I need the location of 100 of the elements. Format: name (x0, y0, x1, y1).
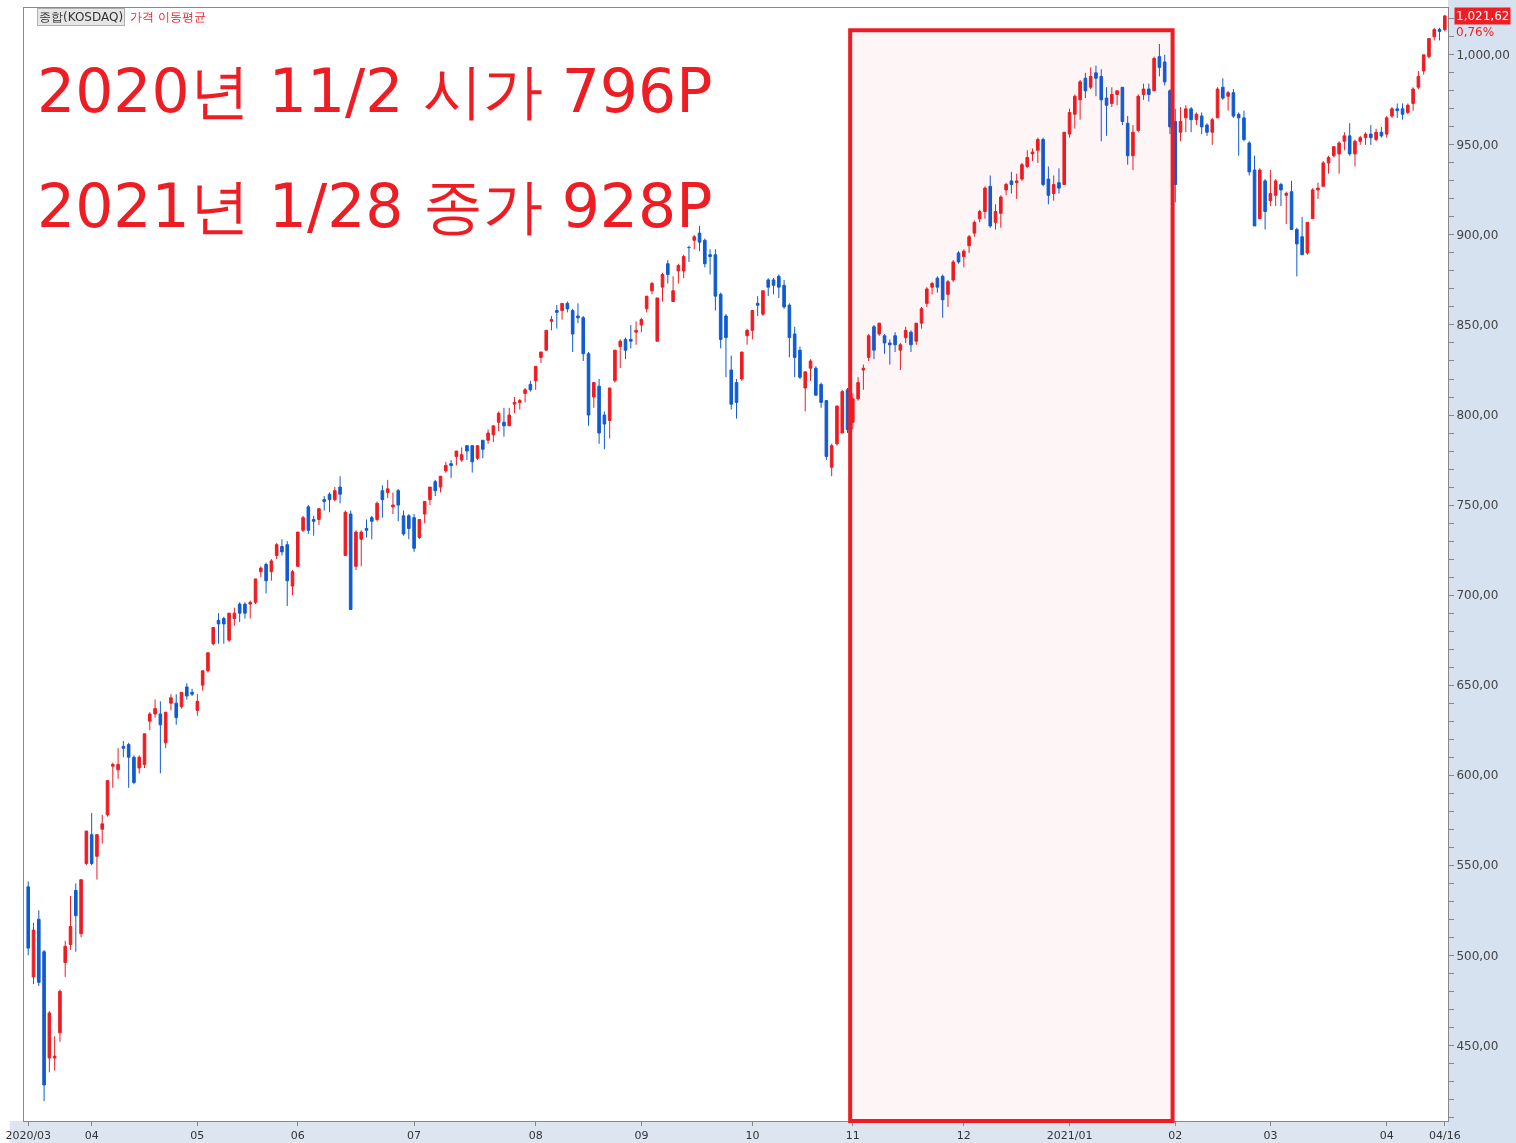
candlestick (89, 812, 94, 866)
candlestick (660, 272, 665, 303)
candlestick (444, 461, 448, 474)
candlestick (1189, 106, 1193, 133)
candlestick (174, 693, 179, 726)
candlestick (1162, 54, 1167, 86)
candlestick (52, 1035, 57, 1072)
candlestick (729, 355, 734, 411)
candlestick (539, 351, 543, 364)
candlestick (100, 814, 105, 845)
candlestick (740, 351, 744, 382)
candlestick (507, 407, 512, 427)
candlestick (1347, 122, 1352, 157)
candlestick (999, 194, 1003, 229)
candlestick (639, 317, 644, 333)
candlestick (311, 515, 316, 537)
x-tick-label: 09 (634, 1129, 649, 1143)
candlestick (264, 562, 268, 594)
y-tick-label: 850,00 (1456, 318, 1499, 333)
candlestick (1231, 88, 1236, 119)
candlestick (327, 491, 332, 513)
candlestick (946, 279, 950, 308)
candlestick (1321, 160, 1326, 187)
candlestick (1411, 86, 1415, 112)
candlestick (1390, 106, 1394, 119)
candlestick (1009, 171, 1014, 194)
candlestick (1437, 27, 1442, 41)
candlestick (222, 616, 226, 645)
candlestick (1125, 115, 1130, 166)
chart-subtitle: 가격 이동평균 (130, 10, 206, 24)
candlestick (877, 322, 882, 337)
candlestick (909, 329, 913, 353)
candlestick (1036, 137, 1040, 164)
candlestick (565, 301, 570, 313)
candlestick (428, 486, 432, 506)
candlestick (549, 315, 554, 331)
candlestick (370, 515, 374, 540)
y-tick-label: 500,00 (1456, 948, 1499, 963)
candlestick (666, 259, 670, 285)
candlestick (629, 324, 633, 349)
x-tick-label: 03 (1263, 1129, 1278, 1143)
candlestick (343, 509, 348, 556)
candlestick (518, 398, 522, 411)
candlestick (274, 542, 279, 560)
candlestick (512, 396, 517, 414)
annotation: 2020년 11/2 시가 796P (37, 56, 713, 126)
x-tick-label: 05 (190, 1129, 205, 1143)
annotation: 2021년 1/28 종가 928P (37, 171, 713, 241)
candlestick (618, 338, 623, 369)
candlestick (671, 275, 675, 303)
candlestick (1194, 111, 1199, 126)
x-tick-label: 04 (84, 1129, 99, 1143)
y-tick-label: 750,00 (1456, 498, 1499, 513)
candlestick (962, 248, 966, 268)
candlestick (248, 600, 253, 620)
candlestick (1416, 70, 1421, 90)
candlestick (803, 371, 808, 412)
candlestick (58, 989, 62, 1043)
candlestick (481, 439, 485, 459)
candlestick (655, 297, 660, 342)
candlestick (1210, 117, 1215, 146)
x-tick-label: 12 (956, 1129, 971, 1143)
candlestick (79, 879, 83, 938)
candlestick (523, 387, 527, 403)
candlestick (592, 382, 596, 409)
x-tick-label: 04/16 (1428, 1129, 1461, 1143)
candlestick (496, 410, 501, 432)
candlestick (433, 479, 438, 497)
candlestick (544, 329, 549, 351)
candlestick (1136, 93, 1141, 133)
candlestick (866, 333, 871, 362)
x-tick-label: 02 (1168, 1129, 1183, 1143)
candlestick (861, 364, 866, 391)
candlestick (502, 407, 506, 438)
candlestick (903, 326, 908, 344)
candlestick (644, 295, 649, 313)
candlestick (1147, 83, 1151, 103)
candlestick (449, 459, 453, 479)
candlestick (1432, 27, 1437, 41)
candlestick (1178, 106, 1183, 142)
text: 1,021,62 (1456, 9, 1510, 23)
candlestick (1258, 167, 1262, 220)
candlestick (380, 484, 385, 519)
candlestick (137, 754, 142, 774)
candlestick (676, 263, 681, 285)
y-tick-label: 950,00 (1456, 138, 1499, 153)
candlestick (1247, 140, 1252, 176)
x-tick-label: 04 (1379, 1129, 1394, 1143)
candlestick (898, 342, 903, 371)
candlestick (1141, 83, 1146, 101)
candlestick (1326, 155, 1331, 175)
candlestick (766, 277, 771, 297)
candlestick (1363, 131, 1368, 146)
candlestick (930, 281, 934, 295)
candlestick (755, 295, 760, 317)
candlestick (1273, 178, 1278, 207)
y-tick-label: 700,00 (1456, 588, 1499, 603)
candlestick (375, 500, 379, 522)
candlestick (459, 446, 464, 463)
candlestick (306, 504, 311, 535)
